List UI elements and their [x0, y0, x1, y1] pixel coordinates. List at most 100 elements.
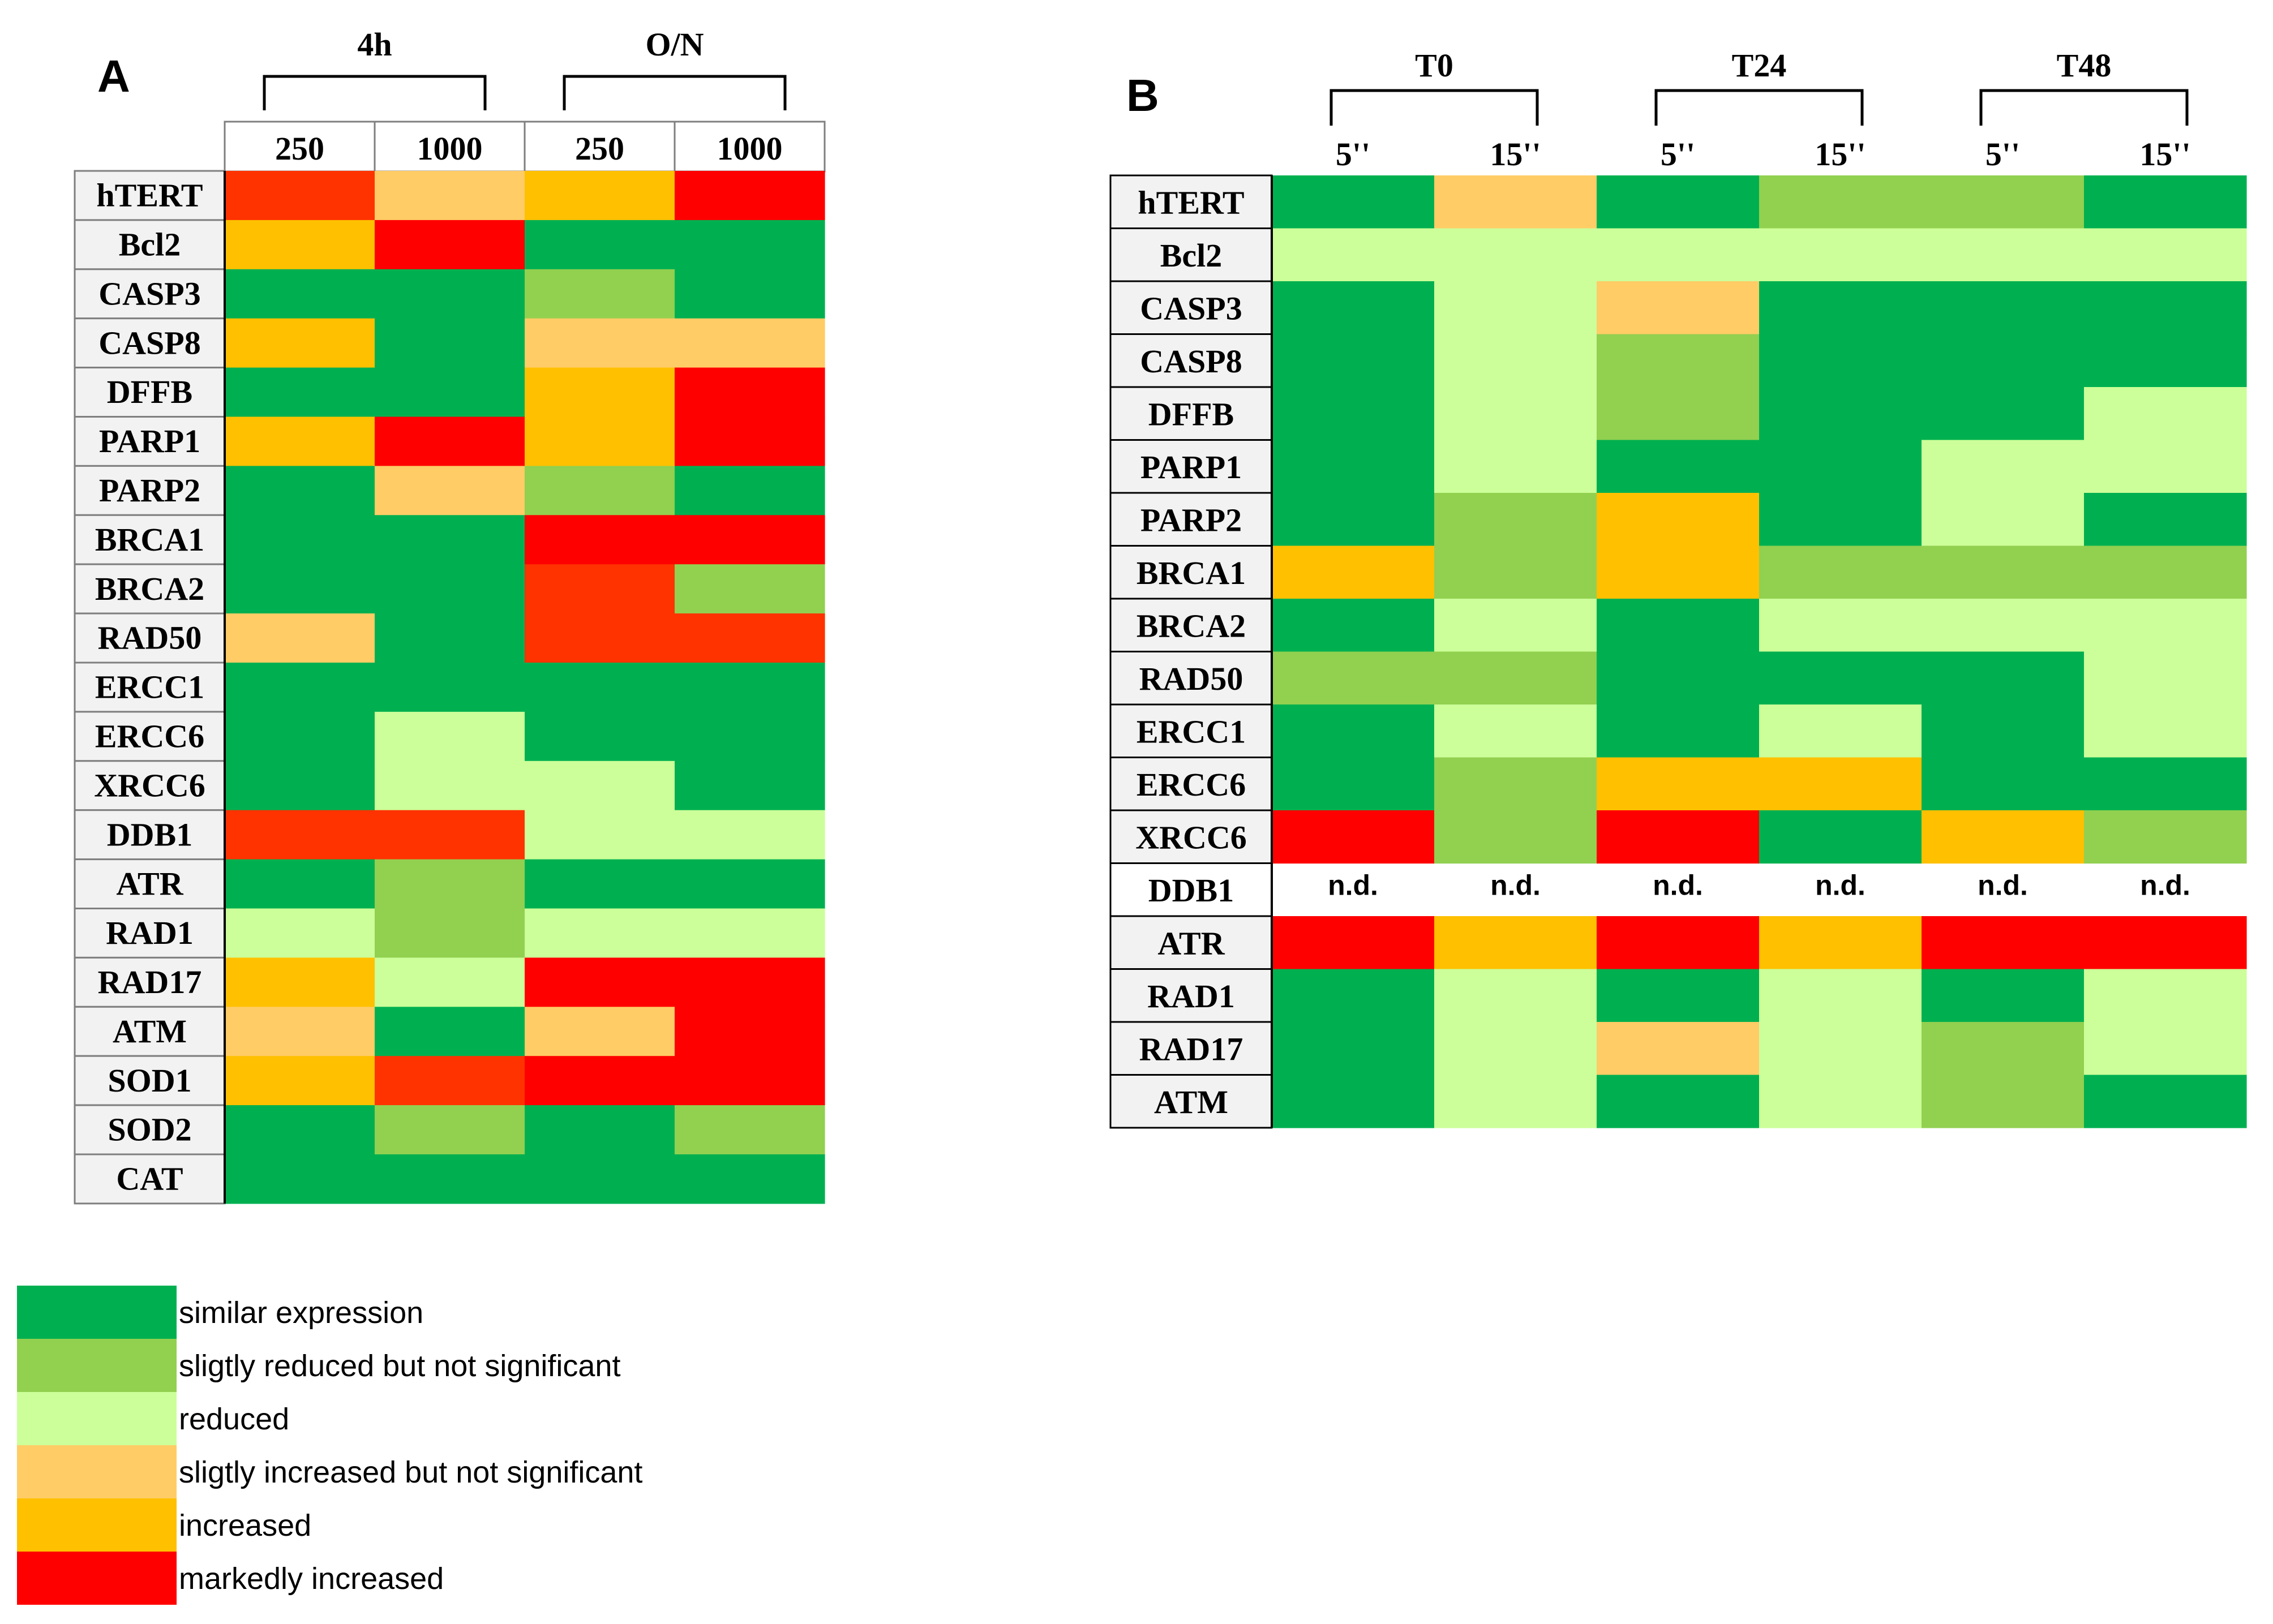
panel-a-cell — [675, 466, 825, 515]
panel-a-cell — [225, 466, 375, 515]
panel-b-cell — [1434, 281, 1597, 335]
panel-b-cell — [1759, 599, 1922, 652]
panel-a-row-label: DDB1 — [107, 816, 192, 853]
panel-a-cell — [675, 1007, 825, 1056]
panel-a-row-label-cell — [74, 956, 226, 1008]
panel-a-cell — [225, 269, 375, 319]
panel-a-cell — [675, 663, 825, 712]
panel-b-col-label: 15'' — [1490, 136, 1541, 173]
panel-b-cell — [1597, 969, 1760, 1022]
panel-a-cell — [675, 859, 825, 909]
legend-label: sligtly reduced but not significant — [179, 1349, 620, 1383]
panel-a-cell — [675, 220, 825, 270]
panel-a-heatmap: 250 1000 250 1000 4h O/N hTERT Bcl2 CASP3 CASP8 DF… — [74, 26, 826, 1205]
panel-b-cell — [1597, 175, 1760, 229]
panel-b-na-label: n.d. — [1490, 870, 1541, 901]
panel-b-na-label: n.d. — [1328, 870, 1378, 901]
panel-b-cell — [1759, 493, 1922, 547]
panel-b-row-label-cell — [1109, 598, 1273, 652]
panel-b-col-label: 5'' — [1661, 136, 1695, 173]
panel-a-row-label: CASP3 — [98, 275, 200, 312]
panel-a-cell — [375, 564, 525, 614]
panel-b-cell — [2084, 757, 2247, 811]
panel-b-cell — [1597, 493, 1760, 547]
panel-b-col-label: 15'' — [1815, 136, 1865, 173]
panel-b-cell — [1759, 281, 1922, 335]
panel-a-cell — [675, 564, 825, 614]
panel-a-cell — [375, 466, 525, 515]
panel-b-cell — [2084, 228, 2247, 282]
panel-a-row-label: RAD17 — [98, 964, 202, 1000]
panel-a-cell — [525, 613, 675, 663]
panel-a-cell — [525, 1154, 675, 1204]
panel-a-col-label: 250 — [575, 130, 624, 167]
panel-a-cell — [675, 318, 825, 368]
panel-b-group-bracket — [1330, 89, 1539, 126]
panel-b-cell — [1272, 757, 1435, 811]
panel-b-row-label-cell — [1109, 439, 1273, 494]
panel-b-cell — [1272, 1075, 1435, 1128]
panel-b-cell — [1759, 334, 1922, 388]
panel-b-heatmap: T0 T24 T48 5'' 15'' 5'' 15'' 5'' 15'' hTERT Bcl2 CA… — [1109, 47, 2247, 1129]
panel-b-cell — [1434, 704, 1597, 758]
legend-label: sligtly increased but not significant — [179, 1455, 642, 1489]
panel-a-cell — [675, 515, 825, 565]
panel-a-cell — [525, 663, 675, 712]
panel-b-cell — [1434, 334, 1597, 388]
panel-b-cell — [1759, 228, 1922, 282]
panel-a-row-label: BRCA1 — [95, 521, 204, 558]
panel-b-cell — [1434, 810, 1597, 864]
panel-a-cell — [675, 711, 825, 762]
panel-b-row-label-cell — [1109, 280, 1273, 335]
panel-b-row-label-cell — [1109, 492, 1273, 547]
panel-b-na-label: n.d. — [2140, 870, 2190, 901]
panel-b-row-label: XRCC6 — [1135, 819, 1247, 856]
panel-a-row-label: PARP2 — [99, 472, 200, 509]
panel-a-cell — [225, 957, 375, 1007]
panel-b-cell — [1922, 1022, 2085, 1076]
panel-b-cell — [1922, 545, 2085, 599]
panel-a-cell — [525, 269, 675, 319]
panel-b-cell — [1434, 916, 1597, 970]
panel-b-col-label: 15'' — [2139, 136, 2190, 173]
panel-b-cell — [1272, 916, 1435, 970]
panel-a-cell — [675, 761, 825, 811]
panel-b-cell — [1434, 599, 1597, 652]
panel-b-cell — [1922, 175, 2085, 229]
panel-b-cell — [1922, 916, 2085, 970]
panel-a-cell — [525, 466, 675, 515]
panel-b-cell — [1434, 1075, 1597, 1128]
panel-a-cell — [525, 1056, 675, 1106]
panel-b-cell — [1272, 704, 1435, 758]
panel-a-cell — [225, 810, 375, 860]
panel-b-cell — [1272, 387, 1435, 441]
panel-b-cell — [1597, 1075, 1760, 1128]
panel-a-cell — [675, 367, 825, 418]
panel-b-cell — [1759, 810, 1922, 864]
legend-swatch — [17, 1392, 177, 1445]
panel-b-cell — [1759, 651, 1922, 705]
panel-a-cell — [225, 367, 375, 418]
panel-b-cell — [1922, 228, 2085, 282]
panel-b-cell — [1597, 387, 1760, 441]
panel-a-col-header-cell — [374, 121, 526, 173]
panel-b-cell — [1922, 334, 2085, 388]
panel-a-cell — [525, 1007, 675, 1056]
panel-b-cell — [1434, 228, 1597, 282]
legend-swatch — [17, 1498, 177, 1552]
panel-a-cell — [225, 761, 375, 811]
panel-a-cell — [375, 908, 525, 958]
panel-a-row-label: RAD1 — [106, 914, 194, 951]
panel-b-cell — [1434, 440, 1597, 493]
panel-b-cell — [1922, 599, 2085, 652]
panel-b-cell — [1759, 1022, 1922, 1076]
panel-b-cell — [2084, 651, 2247, 705]
panel-b-row-label: DDB1 — [1148, 872, 1234, 909]
panel-b-cell — [1434, 651, 1597, 705]
panel-b-cell — [1272, 969, 1435, 1022]
panel-b-cell — [1272, 810, 1435, 864]
panel-b-cell — [1597, 440, 1760, 493]
panel-a-row-label: SOD2 — [108, 1111, 191, 1148]
panel-b-cell — [1434, 493, 1597, 547]
